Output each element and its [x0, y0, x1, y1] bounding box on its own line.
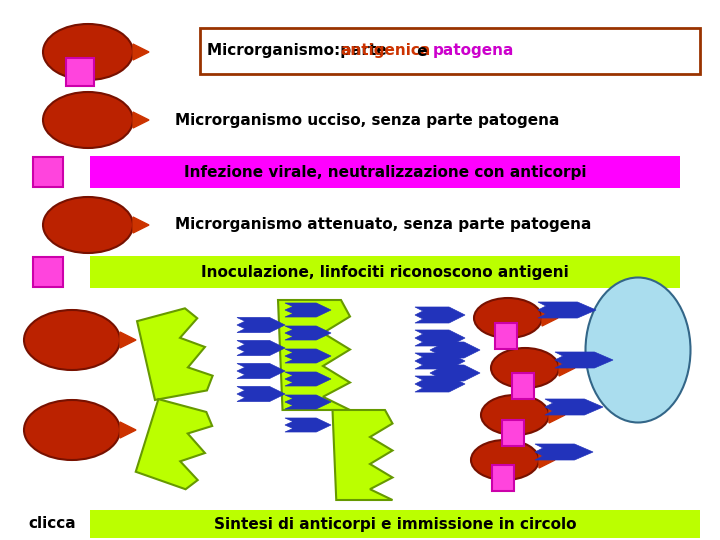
- Bar: [90, 510, 700, 538]
- Text: Microrganismo:parte: Microrganismo:parte: [207, 44, 392, 58]
- Bar: [502, 420, 524, 446]
- Text: Inoculazione, linfociti riconoscono antigeni: Inoculazione, linfociti riconoscono anti…: [201, 265, 569, 280]
- Polygon shape: [430, 365, 480, 381]
- Ellipse shape: [24, 310, 120, 370]
- Polygon shape: [415, 307, 465, 323]
- Polygon shape: [120, 422, 136, 438]
- Text: e: e: [412, 44, 433, 58]
- Bar: [512, 373, 534, 399]
- Text: Microrganismo attenuato, senza parte patogena: Microrganismo attenuato, senza parte pat…: [175, 218, 591, 233]
- Polygon shape: [430, 342, 480, 358]
- Polygon shape: [538, 302, 596, 318]
- Polygon shape: [285, 418, 331, 432]
- Bar: [33, 157, 63, 187]
- Polygon shape: [133, 44, 149, 60]
- Polygon shape: [559, 360, 575, 376]
- Ellipse shape: [43, 24, 133, 80]
- Bar: [200, 28, 700, 74]
- Polygon shape: [549, 407, 565, 423]
- Polygon shape: [278, 300, 350, 410]
- Bar: [33, 257, 63, 287]
- Polygon shape: [237, 363, 285, 379]
- Bar: [66, 58, 94, 86]
- Polygon shape: [237, 318, 285, 333]
- Polygon shape: [133, 112, 149, 128]
- Bar: [90, 256, 680, 288]
- Polygon shape: [237, 387, 285, 402]
- Ellipse shape: [585, 278, 690, 422]
- Ellipse shape: [491, 348, 559, 388]
- Ellipse shape: [481, 395, 549, 435]
- Ellipse shape: [43, 92, 133, 148]
- Ellipse shape: [43, 197, 133, 253]
- Text: antigenica: antigenica: [340, 44, 431, 58]
- Text: Sintesi di anticorpi e immissione in circolo: Sintesi di anticorpi e immissione in cir…: [214, 516, 576, 531]
- Polygon shape: [120, 332, 136, 348]
- Polygon shape: [539, 452, 555, 468]
- Polygon shape: [333, 410, 392, 500]
- Text: Infezione virale, neutralizzazione con anticorpi: Infezione virale, neutralizzazione con a…: [184, 165, 586, 179]
- Polygon shape: [285, 349, 331, 363]
- Polygon shape: [137, 308, 212, 400]
- Polygon shape: [535, 444, 593, 460]
- Text: Microrganismo ucciso, senza parte patogena: Microrganismo ucciso, senza parte patoge…: [175, 112, 559, 127]
- Polygon shape: [285, 303, 331, 317]
- Text: patogena: patogena: [433, 44, 514, 58]
- Ellipse shape: [474, 298, 542, 338]
- Polygon shape: [415, 376, 465, 392]
- Polygon shape: [285, 395, 331, 409]
- Polygon shape: [542, 310, 558, 326]
- Polygon shape: [237, 341, 285, 355]
- Polygon shape: [133, 217, 149, 233]
- Polygon shape: [415, 353, 465, 369]
- Ellipse shape: [471, 440, 539, 480]
- Polygon shape: [136, 399, 212, 489]
- Bar: [492, 465, 514, 491]
- Polygon shape: [555, 352, 613, 368]
- Polygon shape: [285, 326, 331, 340]
- Polygon shape: [285, 372, 331, 386]
- Text: clicca: clicca: [28, 516, 76, 531]
- Polygon shape: [545, 399, 603, 415]
- Bar: [90, 156, 680, 188]
- Ellipse shape: [24, 400, 120, 460]
- Bar: [495, 323, 517, 349]
- Polygon shape: [415, 330, 465, 346]
